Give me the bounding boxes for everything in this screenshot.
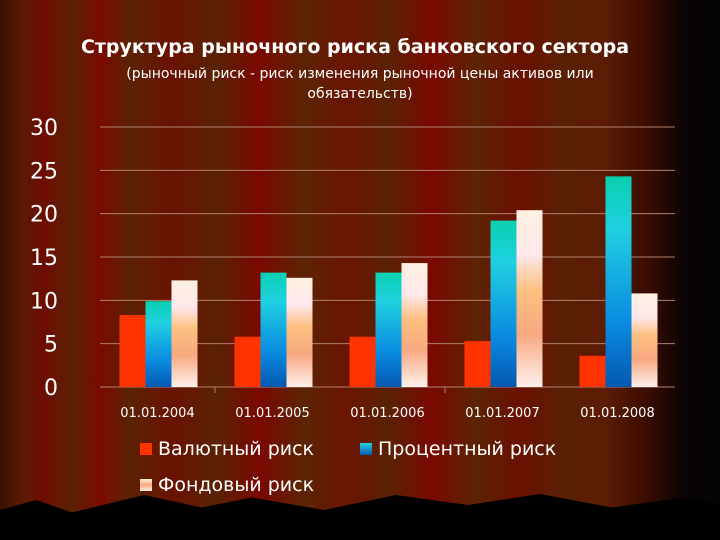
y-tick-label: 10 [30, 289, 58, 314]
bar-0-3 [464, 341, 491, 387]
bar-0-0 [119, 315, 146, 387]
y-tick-label: 20 [30, 203, 58, 228]
legend-swatch [140, 443, 152, 455]
bar-1-1 [260, 272, 287, 387]
y-tick-label: 30 [30, 116, 58, 141]
y-tick-label: 25 [30, 159, 58, 184]
bar-2-4 [631, 293, 658, 387]
legend-swatch [360, 443, 372, 455]
y-tick-label: 5 [44, 333, 58, 358]
chart-subtitle: (рыночный риск - риск изменения рыночной… [126, 66, 594, 102]
bar-2-3 [516, 210, 543, 387]
legend-swatch [140, 479, 152, 491]
y-tick-label: 0 [44, 376, 58, 401]
bar-2-2 [401, 263, 428, 387]
bar-1-3 [490, 220, 517, 387]
chart-title: Структура рыночного риска банковского се… [80, 36, 630, 58]
legend-label: Фондовый риск [158, 474, 315, 496]
bar-0-4 [579, 355, 606, 387]
legend-label: Процентный риск [378, 438, 557, 460]
x-tick-label: 01.01.2007 [465, 406, 539, 421]
legend-item-interest: Процентный риск [360, 438, 556, 460]
bar-0-2 [349, 336, 376, 387]
legend-item-currency: Валютный риск [140, 438, 314, 460]
bar-1-4 [605, 176, 632, 387]
bar-1-2 [375, 272, 402, 387]
x-tick-label: 01.01.2008 [580, 406, 654, 421]
bar-1-0 [145, 301, 172, 387]
y-tick-label: 15 [30, 246, 58, 271]
legend-item-stock: Фондовый риск [140, 474, 314, 496]
bar-2-1 [286, 277, 313, 387]
x-tick-label: 01.01.2006 [350, 406, 424, 421]
bar-0-1 [234, 336, 261, 387]
legend-label: Валютный риск [158, 438, 315, 460]
bar-2-0 [171, 280, 198, 387]
x-tick-label: 01.01.2005 [235, 406, 309, 421]
x-tick-label: 01.01.2004 [120, 406, 194, 421]
